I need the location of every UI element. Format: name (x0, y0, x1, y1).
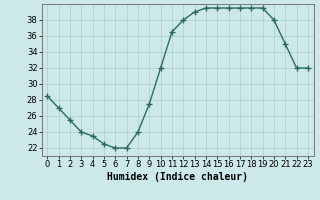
X-axis label: Humidex (Indice chaleur): Humidex (Indice chaleur) (107, 172, 248, 182)
